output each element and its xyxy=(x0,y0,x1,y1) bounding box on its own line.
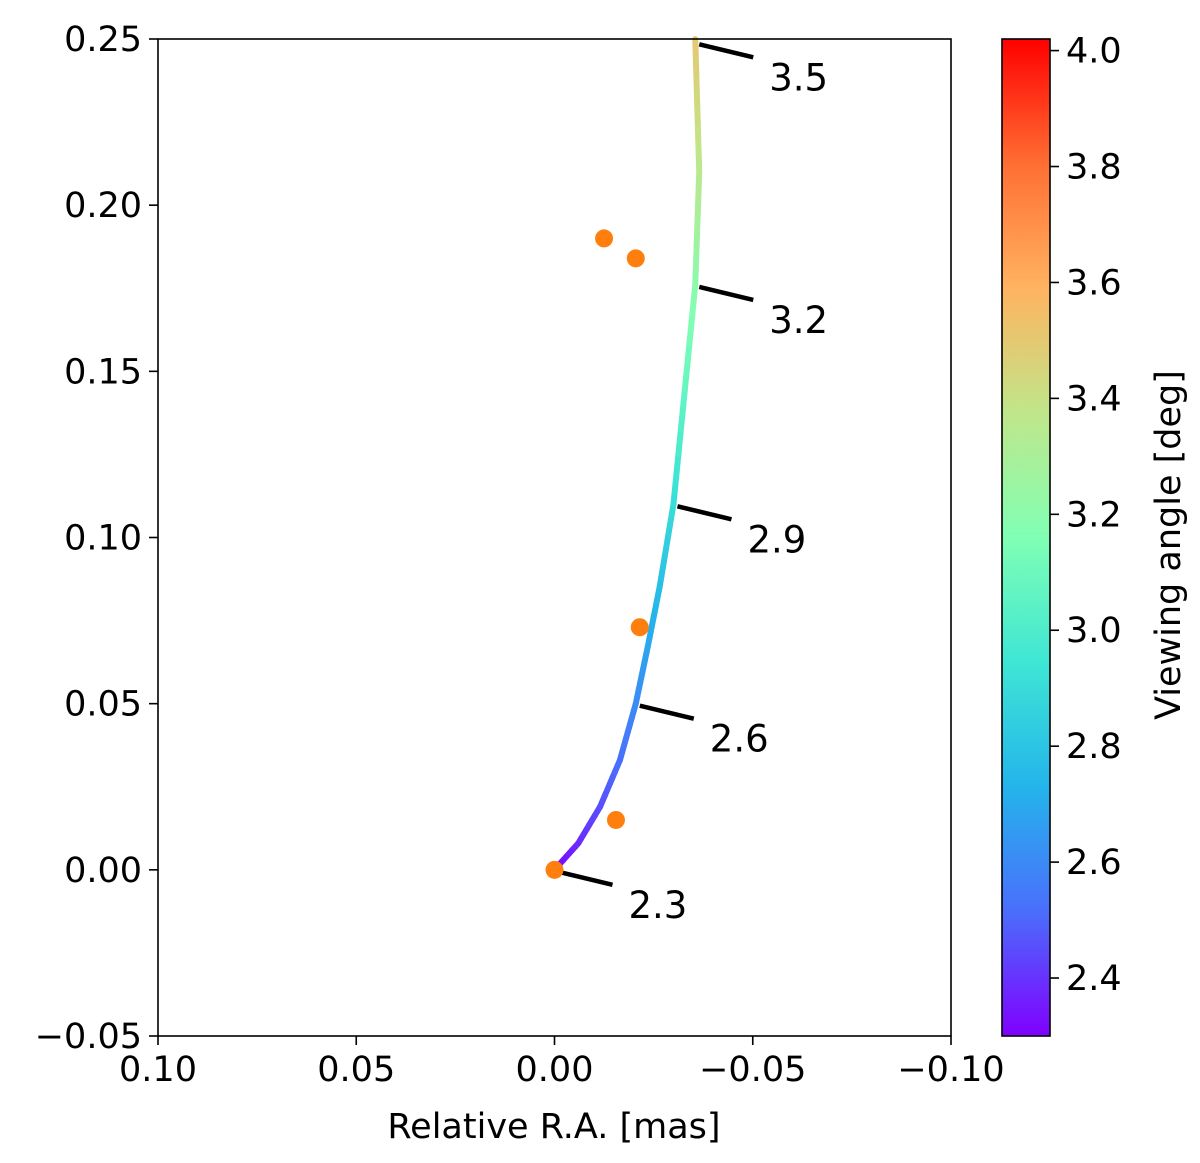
observed-point xyxy=(595,229,614,248)
annotation-line xyxy=(676,504,732,522)
y-tick-label: 0.05 xyxy=(64,685,142,725)
annotation-label: 2.6 xyxy=(710,718,769,761)
annotation-label: 2.9 xyxy=(747,518,806,561)
colorbar-tick-label: 2.8 xyxy=(1066,727,1122,767)
colorbar xyxy=(1001,38,1051,1037)
observed-point xyxy=(606,810,625,829)
colorbar-tick-label: 2.6 xyxy=(1066,843,1122,883)
annotation-line xyxy=(698,284,754,303)
x-tick-label: −0.05 xyxy=(699,1050,806,1090)
annotation-line xyxy=(557,869,614,888)
colorbar-tick-label: 3.8 xyxy=(1066,148,1122,188)
y-tick-label: 0.00 xyxy=(64,851,142,891)
y-tick-label: 0.20 xyxy=(64,186,142,226)
x-axis-label: Relative R.A. [mas] xyxy=(387,1107,720,1147)
y-tick-label: −0.05 xyxy=(35,1017,142,1057)
x-axis: 0.10 0.05 0.00 −0.05 −0.10 xyxy=(119,1036,1005,1090)
y-axis: −0.05 0.00 0.05 0.10 0.15 0.20 0.25 xyxy=(35,20,158,1057)
colorbar-tick-label: 3.6 xyxy=(1066,263,1122,303)
colorbar-tick-label: 3.0 xyxy=(1066,611,1122,651)
colorbar-tick-label: 3.2 xyxy=(1066,495,1122,535)
colorbar-ticks: 2.4 2.6 2.8 3.0 3.2 3.4 3.6 3.8 4.0 xyxy=(1050,32,1122,999)
observed-point xyxy=(545,860,564,879)
annotation-label: 2.3 xyxy=(629,884,688,927)
colorbar-label: Viewing angle [deg] xyxy=(1149,370,1189,720)
colorbar-tick-label: 4.0 xyxy=(1066,32,1122,72)
track-layer xyxy=(551,36,703,873)
annotation-label: 3.2 xyxy=(769,299,828,342)
annotation-label: 3.5 xyxy=(769,56,828,99)
observed-points-layer xyxy=(545,229,649,879)
colorbar-tick-label: 2.4 xyxy=(1066,959,1122,999)
x-tick-label: 0.00 xyxy=(516,1050,594,1090)
annotation-line xyxy=(698,42,754,60)
annotation-layer: 2.3 2.6 2.9 3.2 3.5 xyxy=(557,42,828,927)
y-tick-label: 0.10 xyxy=(64,519,142,559)
colorbar-tick-label: 3.4 xyxy=(1066,379,1122,419)
plot-frame xyxy=(157,38,952,1037)
observed-point xyxy=(630,618,649,637)
y-tick-label: 0.15 xyxy=(64,352,142,392)
x-tick-label: 0.10 xyxy=(119,1050,197,1090)
annotation-line xyxy=(639,703,695,721)
observed-point xyxy=(626,249,645,268)
x-tick-label: 0.05 xyxy=(317,1050,395,1090)
x-tick-label: −0.10 xyxy=(897,1050,1004,1090)
y-tick-label: 0.25 xyxy=(64,20,142,60)
